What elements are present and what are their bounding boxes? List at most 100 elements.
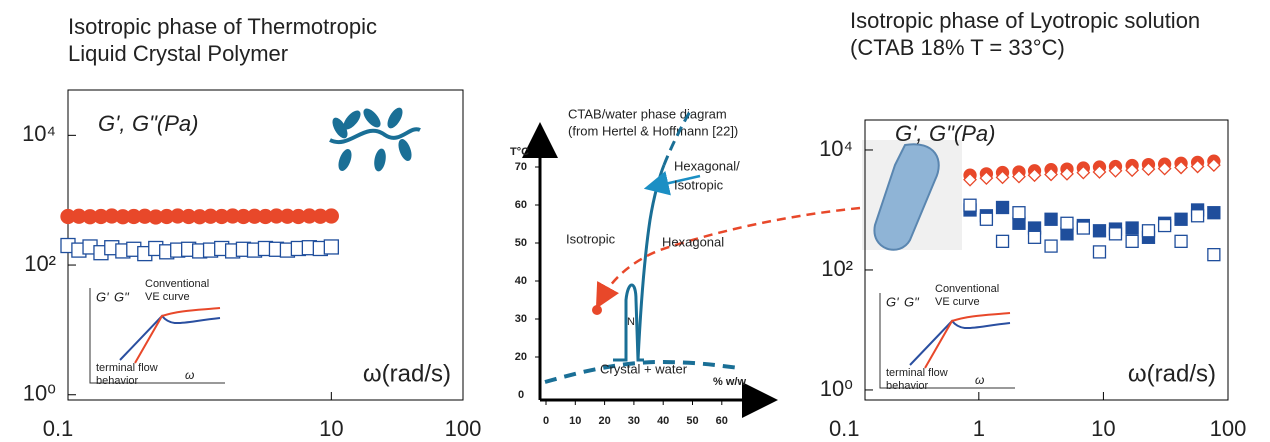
x-tick-label: 0 bbox=[543, 415, 549, 427]
data-point bbox=[1076, 221, 1090, 235]
data-point bbox=[1012, 169, 1026, 184]
x-tick-label: 40 bbox=[657, 415, 669, 427]
inset-label: G' bbox=[96, 289, 109, 304]
data-point bbox=[1092, 245, 1107, 259]
x-tick-label: 0.1 bbox=[829, 416, 860, 441]
data-point bbox=[963, 172, 977, 187]
data-point bbox=[1125, 221, 1139, 235]
inset-axes bbox=[89, 288, 225, 384]
region-label: Hexagonal/ bbox=[674, 158, 740, 173]
diagram-x-label: % w/w bbox=[713, 376, 746, 388]
x-tick-label: 100 bbox=[445, 416, 482, 441]
region-label: N bbox=[627, 316, 635, 328]
y-tick-label: 10² bbox=[24, 251, 56, 276]
data-point bbox=[1174, 212, 1188, 226]
region-label: Hexagonal bbox=[662, 234, 724, 249]
data-point bbox=[1060, 166, 1074, 181]
y-label: G"(Pa) bbox=[929, 121, 995, 146]
inset-label: terminal flow bbox=[96, 362, 158, 374]
y-tick-label: 40 bbox=[515, 275, 527, 287]
hexagonal-boundary-dashed bbox=[662, 107, 694, 166]
region-label: Isotropic bbox=[674, 177, 724, 192]
inset-label: ω bbox=[185, 368, 194, 382]
chart-title: Isotropic phase of Thermotropic bbox=[68, 14, 377, 39]
y-label: G"(Pa) bbox=[132, 111, 198, 136]
y-label: G', bbox=[98, 111, 125, 136]
inset-curve-gpp bbox=[909, 319, 1011, 366]
y-tick-label: 30 bbox=[515, 313, 527, 325]
data-point bbox=[1108, 227, 1123, 241]
data-point bbox=[1125, 163, 1140, 178]
data-point bbox=[995, 234, 1010, 248]
origin-label: 0 bbox=[518, 389, 524, 401]
hexagonal-boundary bbox=[636, 164, 666, 361]
y-tick-label: 10² bbox=[821, 256, 853, 281]
data-point bbox=[1125, 234, 1139, 248]
data-point bbox=[1141, 162, 1156, 177]
data-point bbox=[1207, 206, 1221, 220]
data-point bbox=[1207, 248, 1221, 262]
link-arrow bbox=[595, 206, 861, 309]
chart: Isotropic phase of Lyotropic solution(CT… bbox=[819, 8, 1246, 441]
y-tick-label: 10⁰ bbox=[23, 381, 56, 406]
x-label: ω(rad/s) bbox=[1128, 360, 1216, 387]
nematic-boundary bbox=[613, 283, 644, 362]
chart-title: Isotropic phase of Lyotropic solution bbox=[850, 8, 1200, 33]
inset-label: terminal flow bbox=[886, 367, 948, 379]
x-tick-label: 60 bbox=[716, 415, 728, 427]
data-point bbox=[1012, 206, 1026, 220]
x-tick-label: 20 bbox=[598, 415, 610, 427]
inset-curve-gpp bbox=[119, 314, 221, 361]
data-point bbox=[1044, 239, 1058, 253]
y-tick-label: 60 bbox=[515, 199, 527, 211]
inset-curve-gp bbox=[924, 312, 1011, 369]
sample-point bbox=[592, 305, 602, 315]
data-point bbox=[1174, 234, 1188, 248]
inset-label: Conventional bbox=[145, 278, 209, 290]
y-tick-label: 10⁴ bbox=[22, 121, 56, 146]
crystal-boundary bbox=[544, 359, 741, 384]
x-tick-label: 0.1 bbox=[43, 416, 74, 441]
data-point bbox=[995, 170, 1010, 185]
data-point bbox=[979, 212, 994, 226]
data-point bbox=[995, 200, 1010, 215]
diagram-subtitle: (from Hertel & Hoffmann [22]) bbox=[568, 123, 738, 138]
region-label: Crystal + water bbox=[600, 361, 688, 376]
x-tick-label: 100 bbox=[1210, 416, 1247, 441]
inset-label: VE curve bbox=[145, 291, 190, 303]
x-tick-label: 1 bbox=[973, 416, 985, 441]
data-point bbox=[1044, 212, 1058, 226]
diagram-title: CTAB/water phase diagram bbox=[568, 106, 727, 121]
y-tick-label: 70 bbox=[515, 161, 527, 173]
data-point bbox=[1157, 218, 1172, 233]
diagram-y-label: T°C bbox=[510, 146, 529, 158]
data-point bbox=[1027, 230, 1042, 244]
inset-label: behavior bbox=[886, 380, 929, 392]
inset-label: behavior bbox=[96, 375, 139, 387]
x-tick-label: 10 bbox=[1091, 416, 1115, 441]
data-point bbox=[1108, 163, 1123, 178]
data-point bbox=[1076, 165, 1091, 180]
x-tick-label: 30 bbox=[628, 415, 640, 427]
inset-axes bbox=[879, 293, 1015, 389]
inset-label: ω bbox=[975, 373, 984, 387]
chart-title: (CTAB 18% T = 33°C) bbox=[850, 35, 1065, 60]
y-tick-label: 10⁴ bbox=[819, 136, 853, 161]
x-tick-label: 50 bbox=[686, 415, 698, 427]
y-tick-label: 50 bbox=[515, 237, 527, 249]
data-point bbox=[323, 208, 339, 224]
data-point bbox=[1141, 224, 1156, 238]
data-point bbox=[323, 239, 339, 255]
phase-diagram: CTAB/water phase diagram (from Hertel & … bbox=[510, 106, 861, 427]
plot-frame bbox=[864, 119, 1229, 401]
inset-label: G" bbox=[114, 289, 130, 304]
inset-label: G' bbox=[886, 294, 899, 309]
x-label: ω(rad/s) bbox=[363, 360, 451, 387]
data-point bbox=[963, 198, 977, 212]
boundary-arrow bbox=[643, 171, 701, 196]
data-point bbox=[1044, 167, 1058, 182]
data-point bbox=[1060, 216, 1074, 230]
chart-title: Liquid Crystal Polymer bbox=[68, 41, 288, 66]
data-point bbox=[1206, 158, 1221, 173]
